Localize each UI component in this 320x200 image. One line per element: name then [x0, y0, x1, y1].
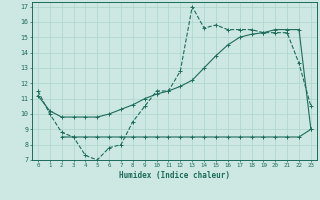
X-axis label: Humidex (Indice chaleur): Humidex (Indice chaleur) [119, 171, 230, 180]
